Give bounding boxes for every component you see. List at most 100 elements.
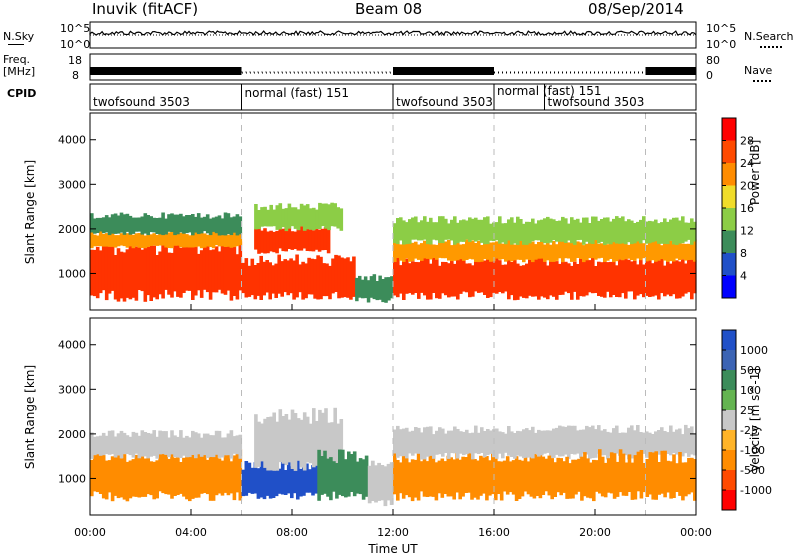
heatmap-cell bbox=[579, 242, 583, 259]
heatmap-cell bbox=[188, 437, 192, 458]
heatmap-cell bbox=[146, 231, 150, 247]
heatmap-cell bbox=[465, 263, 469, 293]
heatmap-cell bbox=[280, 460, 285, 495]
heatmap-cell bbox=[564, 240, 568, 259]
heatmap-cell bbox=[586, 458, 590, 498]
heatmap-cell bbox=[639, 432, 643, 458]
colorbar-tick-label: -25 bbox=[740, 424, 758, 437]
heatmap-cell bbox=[93, 436, 97, 456]
heatmap-cell bbox=[577, 458, 581, 492]
xtick-label: 16:00 bbox=[478, 526, 510, 539]
heatmap-cell bbox=[633, 242, 637, 261]
heatmap-cell bbox=[690, 426, 694, 455]
heatmap-cell bbox=[669, 461, 673, 499]
heatmap-cell bbox=[194, 216, 198, 233]
heatmap-cell bbox=[196, 232, 201, 247]
heatmap-cell bbox=[495, 254, 499, 294]
heatmap-cell bbox=[146, 433, 150, 459]
heatmap-cell bbox=[309, 423, 313, 464]
date-title: 08/Sep/2014 bbox=[588, 0, 684, 18]
heatmap-cell bbox=[149, 234, 153, 246]
heatmap-cell bbox=[220, 460, 225, 496]
heatmap-cell bbox=[295, 254, 299, 298]
heatmap-cell bbox=[437, 460, 442, 494]
heatmap-cell bbox=[149, 461, 153, 496]
heatmap-cell bbox=[471, 218, 475, 241]
heatmap-cell bbox=[666, 221, 670, 245]
heatmap-cell bbox=[269, 230, 273, 252]
heatmap-cell bbox=[247, 462, 252, 493]
heatmap-cell bbox=[324, 203, 328, 229]
heatmap-cell bbox=[134, 246, 139, 301]
heatmap-cell bbox=[137, 217, 142, 232]
heatmap-cell bbox=[540, 241, 544, 259]
heatmap-cell bbox=[459, 220, 463, 242]
time-axis: 00:00 04:00 08:00 12:00 16:00 20:00 00:00 bbox=[74, 304, 712, 539]
heatmap-cell bbox=[205, 214, 210, 234]
heatmap-cell bbox=[329, 457, 333, 501]
heatmap-cell bbox=[384, 277, 388, 303]
freq-label: Freq. bbox=[3, 53, 31, 66]
heatmap-cell bbox=[492, 261, 496, 293]
heatmap-cell bbox=[290, 231, 295, 250]
heatmap-cell bbox=[238, 241, 243, 291]
heatmap-cell bbox=[247, 265, 252, 297]
heatmap-cell bbox=[561, 240, 565, 263]
nsky-line bbox=[89, 30, 697, 36]
heatmap-cell bbox=[287, 203, 292, 229]
heatmap-cell bbox=[567, 242, 571, 259]
heatmap-cell bbox=[476, 460, 480, 500]
heatmap-cell bbox=[408, 242, 412, 262]
heatmap-cell bbox=[654, 451, 658, 500]
heatmap-cell bbox=[402, 260, 406, 300]
heatmap-cell bbox=[600, 456, 605, 497]
heatmap-cell bbox=[113, 255, 118, 300]
heatmap-cell bbox=[284, 414, 289, 466]
heatmap-cell bbox=[164, 218, 168, 235]
heatmap-cell bbox=[666, 432, 670, 454]
heatmap-cell bbox=[378, 275, 382, 300]
heatmap-cell bbox=[296, 229, 301, 251]
heatmap-cell bbox=[663, 241, 667, 261]
heatmap-cell bbox=[432, 257, 436, 293]
cpid-segment-label: twofsound 3503 bbox=[547, 95, 645, 109]
heatmap-cell bbox=[173, 457, 177, 496]
heatmap-cell bbox=[98, 250, 103, 294]
heatmap-cell bbox=[486, 243, 490, 260]
heatmap-cell bbox=[456, 429, 460, 459]
heatmap-cell bbox=[179, 462, 183, 494]
heatmap-cell bbox=[411, 261, 415, 295]
heatmap-cell bbox=[140, 216, 145, 235]
heatmap-cell bbox=[211, 231, 216, 249]
heatmap-cell bbox=[510, 431, 514, 457]
heatmap-cell bbox=[314, 226, 319, 250]
heatmap-cell bbox=[271, 461, 276, 498]
heatmap-cell bbox=[546, 430, 550, 453]
heatmap-cell bbox=[143, 432, 148, 457]
heatmap-cell bbox=[425, 461, 430, 497]
heatmap-cell bbox=[678, 428, 682, 457]
heatmap-cell bbox=[158, 453, 162, 492]
heatmap-cell bbox=[119, 212, 124, 233]
heatmap-cell bbox=[624, 258, 628, 299]
heatmap-cell bbox=[693, 459, 697, 501]
heatmap-cell bbox=[624, 462, 629, 496]
heatmap-cell bbox=[504, 264, 508, 292]
heatmap-cell bbox=[441, 242, 445, 259]
heatmap-cell bbox=[361, 459, 366, 500]
heatmap-cell bbox=[327, 422, 331, 461]
heatmap-cell bbox=[672, 217, 676, 245]
heatmap-cell bbox=[229, 430, 234, 459]
heatmap-cell bbox=[675, 245, 679, 259]
heatmap-cell bbox=[477, 432, 481, 454]
heatmap-cell bbox=[537, 257, 541, 300]
heatmap-cell bbox=[104, 240, 109, 301]
heatmap-cell bbox=[389, 462, 394, 505]
heatmap-cell bbox=[591, 239, 595, 259]
heatmap-cell bbox=[660, 450, 664, 494]
heatmap-cell bbox=[564, 218, 568, 243]
heatmap-cell bbox=[143, 213, 148, 234]
heatmap-cell bbox=[95, 436, 100, 455]
heatmap-cell bbox=[432, 222, 436, 240]
colorbar-swatch bbox=[722, 163, 736, 186]
